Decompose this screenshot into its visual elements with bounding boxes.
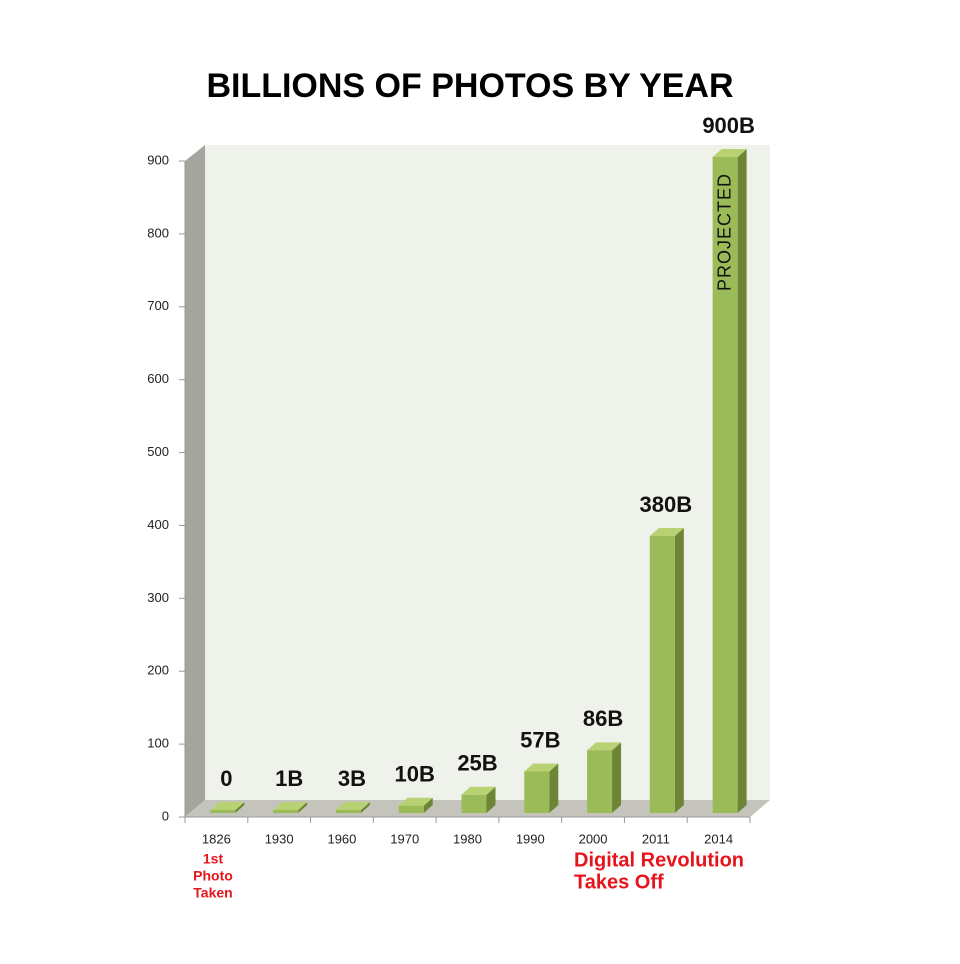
bar-side bbox=[298, 802, 308, 813]
bar bbox=[524, 771, 550, 813]
y-tick-label: 800 bbox=[147, 225, 169, 240]
bar-top bbox=[461, 786, 496, 795]
back-wall bbox=[205, 145, 770, 800]
bar-side bbox=[235, 802, 245, 813]
x-tick-label: 1960 bbox=[327, 831, 356, 846]
bar-top bbox=[335, 802, 370, 810]
value-label: 900B bbox=[702, 113, 755, 138]
y-tick-label: 200 bbox=[147, 663, 169, 678]
y-tick-label: 600 bbox=[147, 371, 169, 386]
x-tick-label: 2000 bbox=[579, 831, 608, 846]
projected-label: PROJECTED bbox=[714, 173, 734, 291]
bar-side bbox=[360, 802, 370, 813]
y-tick-label: 900 bbox=[147, 152, 169, 167]
y-tick-label: 400 bbox=[147, 517, 169, 532]
x-tick-label: 1970 bbox=[390, 831, 419, 846]
value-label: 25B bbox=[457, 751, 497, 776]
bar-side bbox=[612, 742, 622, 813]
bar-top bbox=[524, 763, 559, 772]
value-label: 1B bbox=[275, 766, 303, 791]
bar-side bbox=[737, 149, 747, 813]
value-label: 10B bbox=[395, 762, 435, 787]
bar bbox=[335, 810, 361, 813]
annotation: Digital Revolution bbox=[574, 849, 744, 871]
bar-side bbox=[549, 763, 559, 813]
annotation: Takes Off bbox=[574, 871, 664, 893]
value-label: 3B bbox=[338, 766, 366, 791]
y-tick-label: 0 bbox=[162, 808, 169, 823]
chart-title: BILLIONS OF PHOTOS BY YEAR bbox=[206, 67, 733, 105]
bar bbox=[649, 536, 675, 813]
bar bbox=[712, 157, 738, 813]
bar bbox=[273, 810, 299, 813]
bar-top bbox=[649, 528, 684, 537]
y-tick-label: 700 bbox=[147, 298, 169, 313]
bar-top bbox=[398, 797, 433, 806]
y-tick-label: 500 bbox=[147, 444, 169, 459]
x-tick-label: 2014 bbox=[704, 831, 733, 846]
bar bbox=[398, 805, 424, 813]
x-tick-label: 1930 bbox=[265, 831, 294, 846]
value-label: 86B bbox=[583, 706, 623, 731]
y-tick-label: 100 bbox=[147, 736, 169, 751]
value-label: 0 bbox=[220, 766, 232, 791]
bar bbox=[210, 810, 236, 813]
side-wall bbox=[185, 145, 205, 817]
bar-top bbox=[273, 802, 308, 810]
bar-top bbox=[210, 802, 245, 810]
bar-top bbox=[587, 742, 622, 751]
y-tick-label: 300 bbox=[147, 590, 169, 605]
x-tick-label: 2011 bbox=[642, 831, 670, 846]
bar bbox=[461, 794, 487, 813]
x-tick-label: 1980 bbox=[453, 831, 482, 846]
annotation: 1st bbox=[203, 851, 224, 867]
annotations: 1st Photo Taken Digital Revolution Takes… bbox=[193, 849, 744, 900]
x-tick-label: 1826 bbox=[202, 831, 231, 846]
x-tick-label: 1990 bbox=[516, 831, 545, 846]
annotation: Taken bbox=[193, 885, 232, 901]
bar-top bbox=[712, 149, 747, 157]
annotation: Photo bbox=[193, 868, 233, 884]
value-label: 380B bbox=[640, 492, 693, 517]
bar-side bbox=[674, 528, 684, 813]
value-label: 57B bbox=[520, 727, 560, 752]
bar-side bbox=[486, 786, 496, 813]
bar-side bbox=[423, 797, 433, 813]
bar bbox=[587, 750, 613, 813]
